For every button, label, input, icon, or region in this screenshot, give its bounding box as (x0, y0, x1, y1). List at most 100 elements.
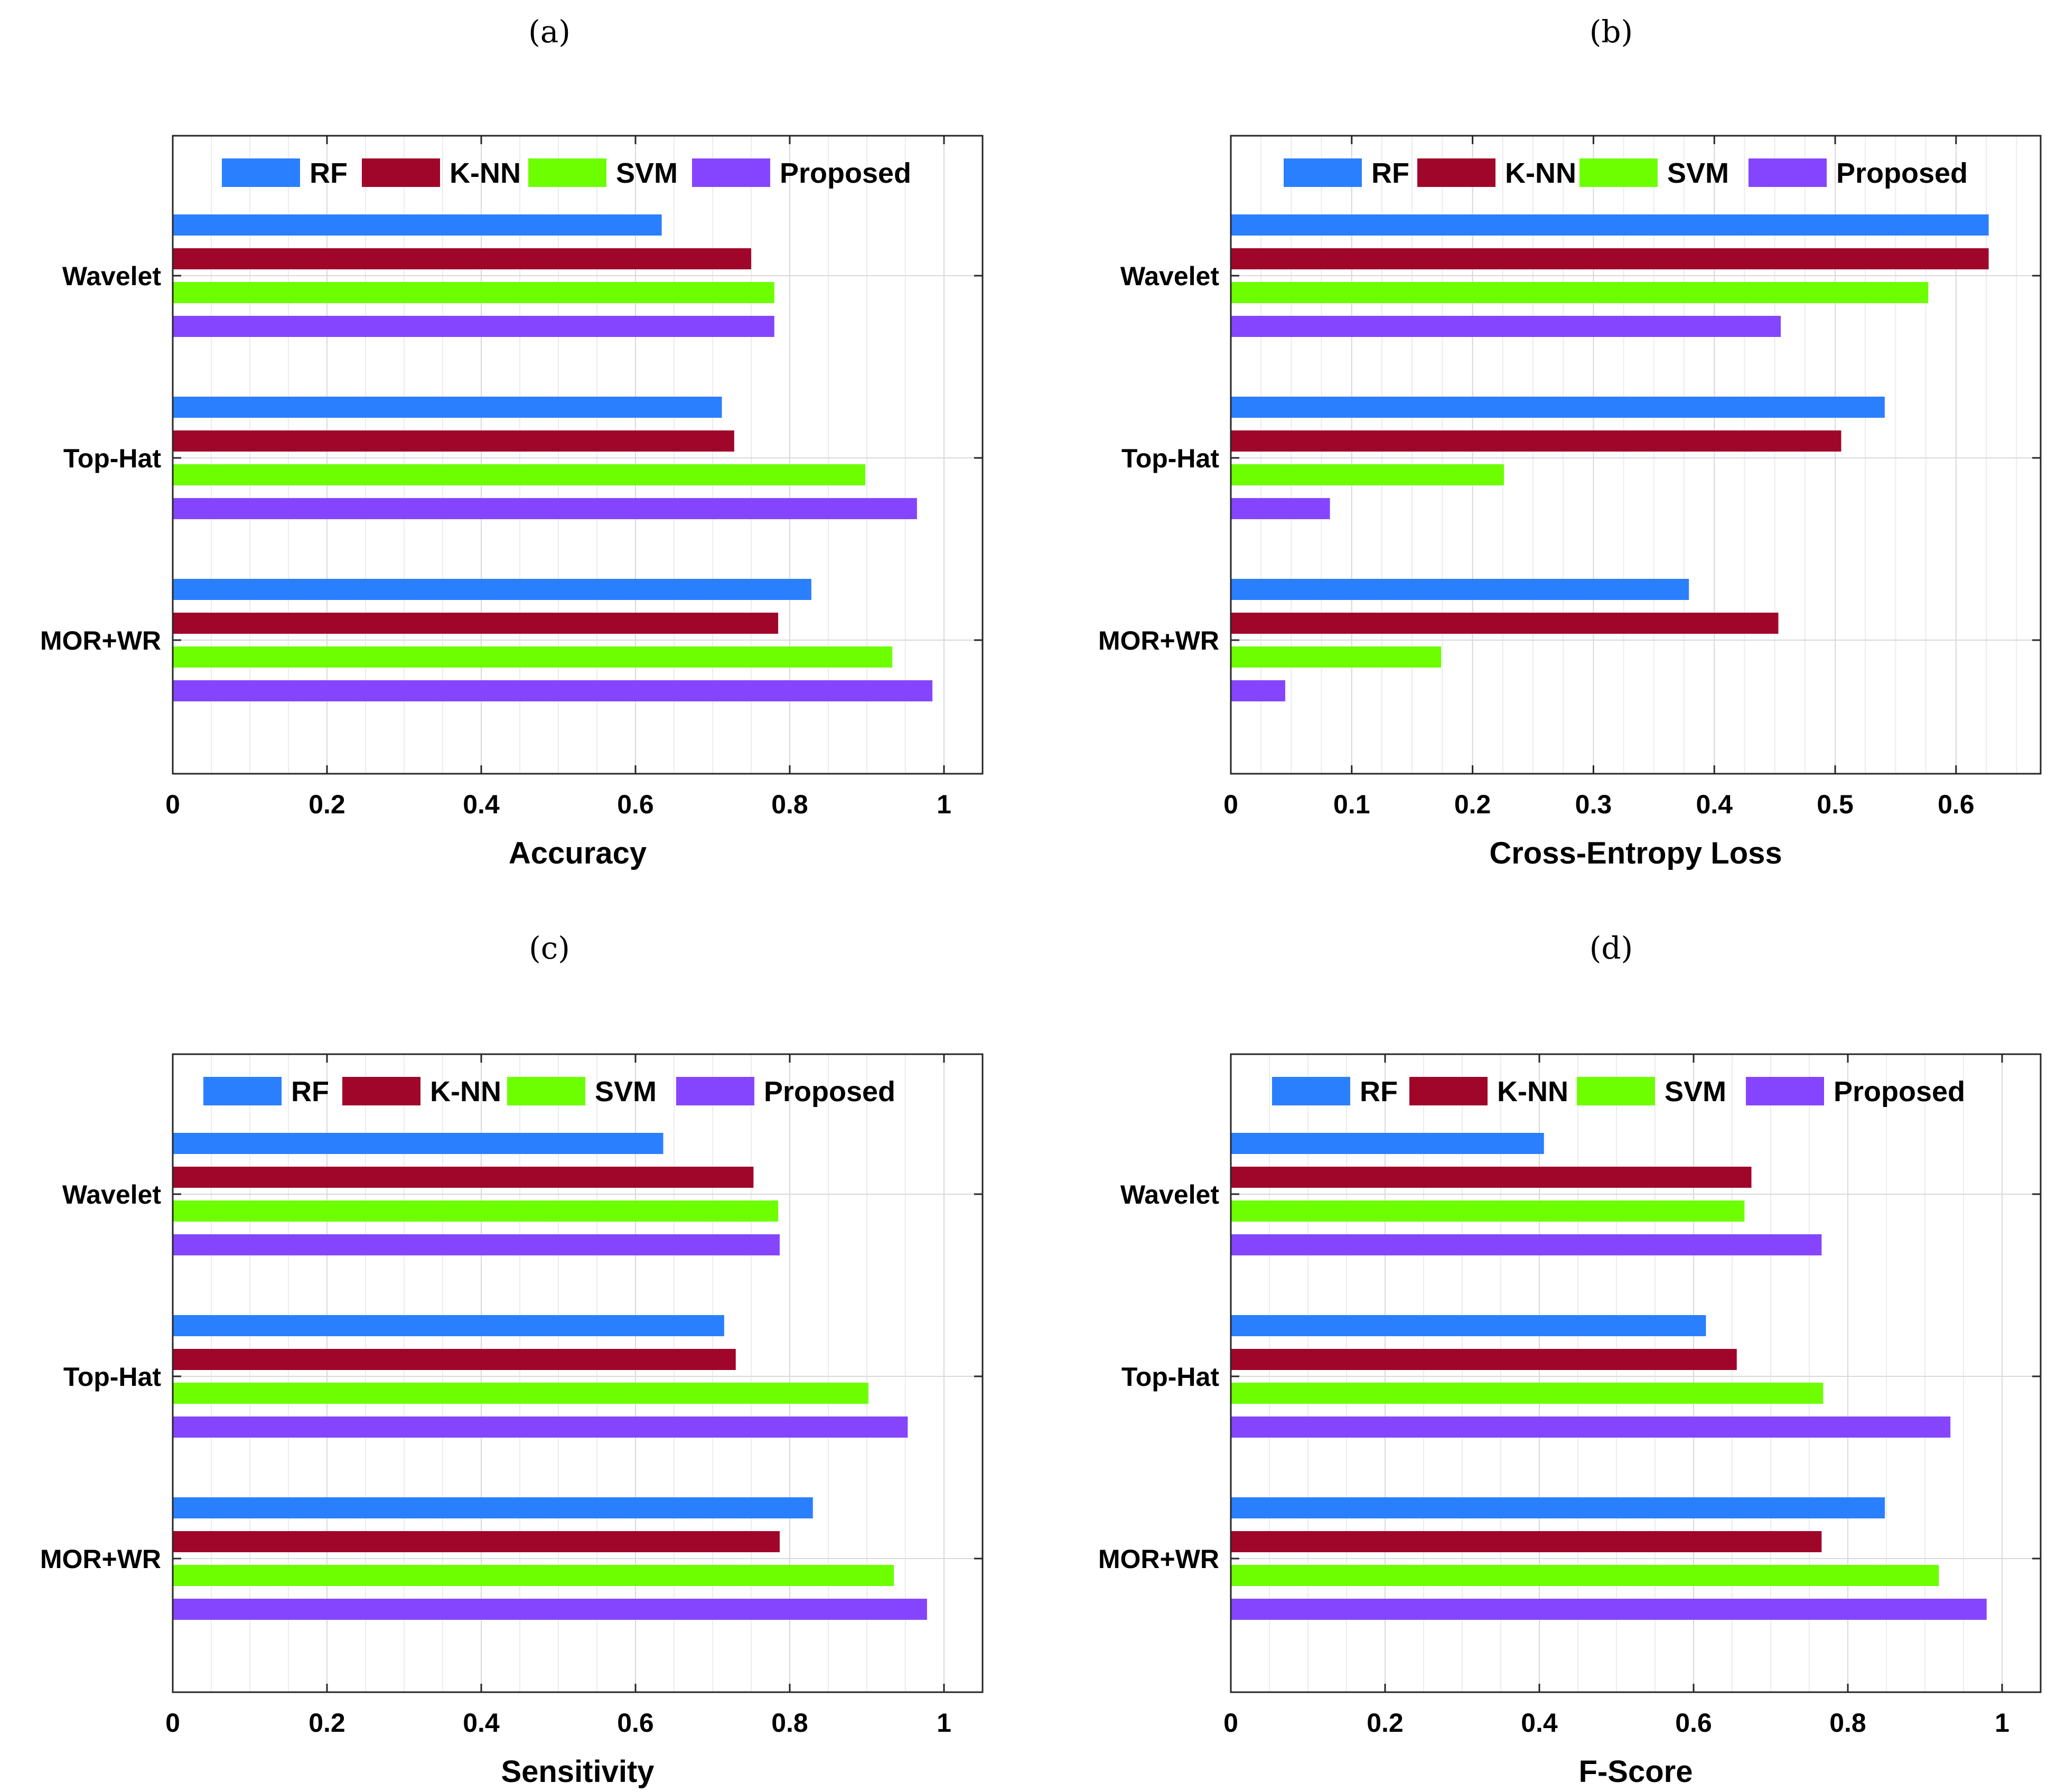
legend-label-k-nn: K-NN (1497, 1076, 1568, 1108)
bar-proposed-wavelet (1231, 1234, 1822, 1255)
x-tick-label: 0.4 (463, 1708, 500, 1738)
bar-k-nn-mor-wr (173, 1531, 780, 1552)
x-tick-label: 0.4 (1696, 790, 1733, 819)
bar-proposed-wavelet (1231, 316, 1781, 337)
legend-label-k-nn: K-NN (450, 157, 521, 189)
bar-rf-top-hat (173, 397, 722, 418)
category-label-wavelet: Wavelet (1120, 1180, 1219, 1209)
bar-k-nn-top-hat (173, 1349, 736, 1370)
bar-svm-mor-wr (1231, 1565, 1939, 1586)
bar-k-nn-top-hat (173, 430, 734, 452)
bar-svm-wavelet (1231, 282, 1929, 303)
bar-svm-top-hat (173, 464, 866, 485)
bar-proposed-mor-wr (1231, 1599, 1987, 1620)
x-tick-label: 1 (1995, 1708, 2009, 1738)
bar-k-nn-wavelet (173, 1167, 754, 1188)
legend-swatch-rf (203, 1077, 282, 1105)
x-tick-label: 0.5 (1817, 790, 1854, 819)
x-tick-label: 0.4 (1521, 1708, 1558, 1738)
bar-k-nn-top-hat (1231, 1349, 1737, 1370)
bar-rf-mor-wr (1231, 579, 1689, 600)
legend-label-proposed: Proposed (1834, 1076, 1965, 1108)
legend-label-svm: SVM (616, 157, 678, 189)
legend-swatch-svm (528, 158, 606, 187)
legend-label-rf: RF (1360, 1076, 1398, 1108)
legend-swatch-k-nn (1417, 158, 1495, 187)
chart-panel-a: (a) 0 0.2 0.4 0.6 0.8 1 Wavelet Top-Hat MOR+WR Acc… (40, 14, 984, 870)
bar-svm-wavelet (173, 1200, 779, 1222)
chart-panel-c: (c) 0 0.2 0.4 0.6 0.8 1 Wavelet Top-Hat MOR+WR Sen… (40, 930, 984, 1789)
legend: RF K-NN SVM Proposed (1284, 157, 1968, 189)
x-axis-label: Accuracy (509, 836, 647, 870)
bar-rf-mor-wr (173, 579, 811, 600)
bar-svm-wavelet (173, 282, 774, 303)
x-axis-label: Cross-Entropy Loss (1489, 836, 1782, 870)
legend-label-proposed: Proposed (1836, 157, 1968, 189)
bar-rf-wavelet (173, 1133, 663, 1154)
plot-frame (1230, 135, 2042, 775)
plot-frame (1230, 1053, 2042, 1693)
legend-label-proposed: Proposed (764, 1076, 895, 1108)
x-axis-label: F-Score (1579, 1755, 1693, 1789)
x-tick-label: 0 (165, 1708, 180, 1738)
bar-k-nn-mor-wr (1231, 613, 1779, 634)
x-axis-label: Sensitivity (501, 1755, 654, 1789)
legend-swatch-k-nn (1409, 1077, 1488, 1105)
bar-rf-wavelet (1231, 1133, 1544, 1154)
x-tick-label: 0.2 (309, 1708, 345, 1738)
legend-swatch-svm (1577, 1077, 1655, 1105)
bar-k-nn-wavelet (1231, 1167, 1752, 1188)
category-label-top-hat: Top-Hat (63, 1362, 161, 1392)
plot-frame (172, 1053, 984, 1693)
chart-panel-d: (d) 0 0.2 0.4 0.6 0.8 1 Wavelet Top-Hat MOR+WR F-S… (1098, 930, 2042, 1789)
panel-label: (b) (1590, 14, 1633, 50)
legend-label-rf: RF (291, 1076, 329, 1108)
bar-rf-top-hat (1231, 1315, 1706, 1336)
x-tick-label: 0 (165, 790, 180, 819)
category-label-wavelet: Wavelet (62, 1180, 161, 1209)
category-label-mor-wr: MOR+WR (40, 626, 161, 655)
legend: RF K-NN SVM Proposed (222, 157, 911, 189)
panel-label: (a) (528, 14, 571, 50)
bar-rf-wavelet (1231, 214, 1989, 236)
bar-rf-mor-wr (1231, 1497, 1885, 1518)
category-label-top-hat: Top-Hat (63, 444, 161, 473)
x-tick-label: 1 (937, 1708, 951, 1738)
bar-k-nn-wavelet (1231, 248, 1989, 269)
legend-swatch-k-nn (362, 158, 440, 187)
legend-swatch-proposed (1749, 158, 1827, 187)
x-tick-label: 0.8 (771, 1708, 808, 1738)
x-tick-label: 0 (1223, 790, 1238, 819)
legend-swatch-k-nn (342, 1077, 420, 1105)
bar-k-nn-mor-wr (173, 613, 779, 634)
x-tick-label: 0.6 (1938, 790, 1975, 819)
legend: RF K-NN SVM Proposed (203, 1076, 895, 1108)
bar-proposed-mor-wr (173, 1599, 927, 1620)
category-label-wavelet: Wavelet (62, 261, 161, 291)
bar-proposed-wavelet (173, 1234, 780, 1255)
legend-label-svm: SVM (595, 1076, 657, 1108)
bar-k-nn-wavelet (173, 248, 751, 269)
bar-proposed-wavelet (173, 316, 774, 337)
legend-label-proposed: Proposed (780, 157, 911, 189)
bar-proposed-top-hat (1231, 1416, 1951, 1438)
legend-label-k-nn: K-NN (1505, 157, 1576, 189)
bar-proposed-top-hat (173, 498, 917, 519)
category-label-top-hat: Top-Hat (1121, 444, 1219, 473)
bar-k-nn-mor-wr (1231, 1531, 1822, 1552)
legend-label-svm: SVM (1667, 157, 1729, 189)
bar-rf-mor-wr (173, 1497, 813, 1518)
bar-svm-wavelet (1231, 1200, 1745, 1222)
category-label-wavelet: Wavelet (1120, 261, 1219, 291)
x-tick-label: 0.6 (617, 790, 654, 819)
legend-label-k-nn: K-NN (430, 1076, 501, 1108)
legend-swatch-svm (1579, 158, 1658, 187)
bar-svm-top-hat (1231, 1383, 1824, 1404)
panel-label: (d) (1590, 930, 1633, 966)
legend-swatch-rf (222, 158, 300, 187)
bar-rf-wavelet (173, 214, 662, 236)
bar-rf-top-hat (173, 1315, 724, 1336)
x-tick-label: 0.4 (463, 790, 500, 819)
chart-panel-b: (b) 0 0.1 0.2 0.3 0.4 0.5 0.6 Wavelet Top-Hat MOR+… (1098, 14, 2042, 870)
